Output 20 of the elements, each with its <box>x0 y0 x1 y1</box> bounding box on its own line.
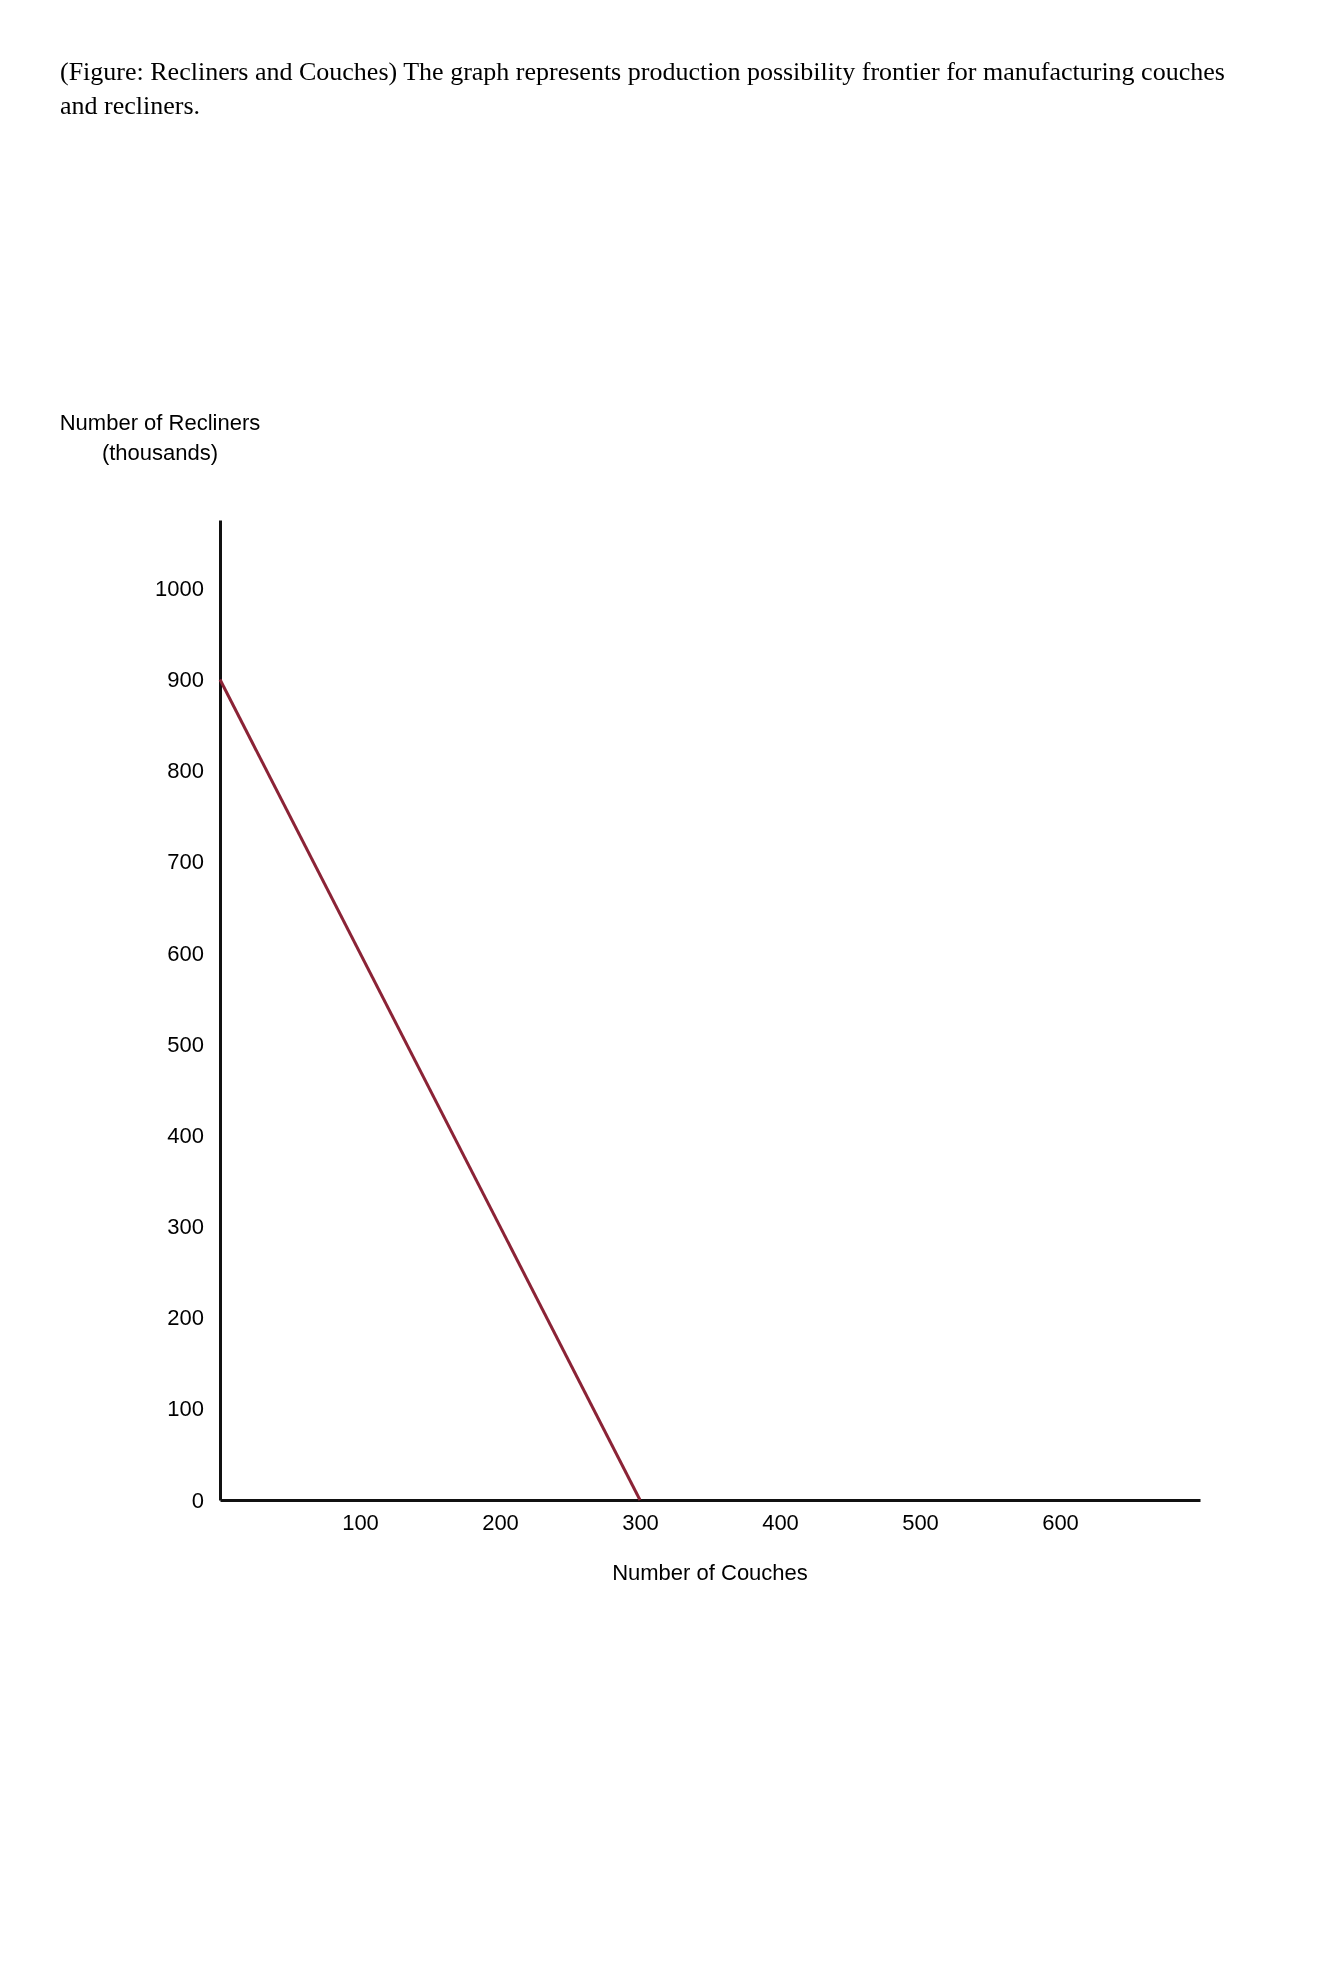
x-tick-label: 100 <box>342 1509 379 1535</box>
y-tick-label: 900 <box>167 667 204 693</box>
y-tick-label: 400 <box>167 1122 204 1148</box>
y-tick-label: 600 <box>167 940 204 966</box>
chart-title: (Figure: Recliners and Couches) The graph represents production possibility frontier for manufacturing couches and recliners. <box>60 57 1225 120</box>
x-tick-label: 400 <box>762 1509 799 1535</box>
y-tick-label: 700 <box>167 849 204 875</box>
x-tick-label: 200 <box>482 1509 519 1535</box>
y-tick-label: 300 <box>167 1214 204 1240</box>
x-tick-label: 600 <box>1042 1509 1079 1535</box>
y-tick-label: 1000 <box>155 575 204 601</box>
y-tick-label: 100 <box>167 1396 204 1422</box>
x-tick-label: 300 <box>622 1509 659 1535</box>
y-tick-label: 500 <box>167 1031 204 1057</box>
y-tick-label: 0 <box>191 1487 204 1513</box>
y-axis-title: Number of Recliners (thousands) <box>59 410 261 465</box>
x-axis-title: Number of Couches <box>612 1560 808 1585</box>
x-tick-label: 500 <box>902 1509 939 1535</box>
y-tick-label: 200 <box>167 1305 204 1331</box>
y-tick-label: 800 <box>167 758 204 784</box>
